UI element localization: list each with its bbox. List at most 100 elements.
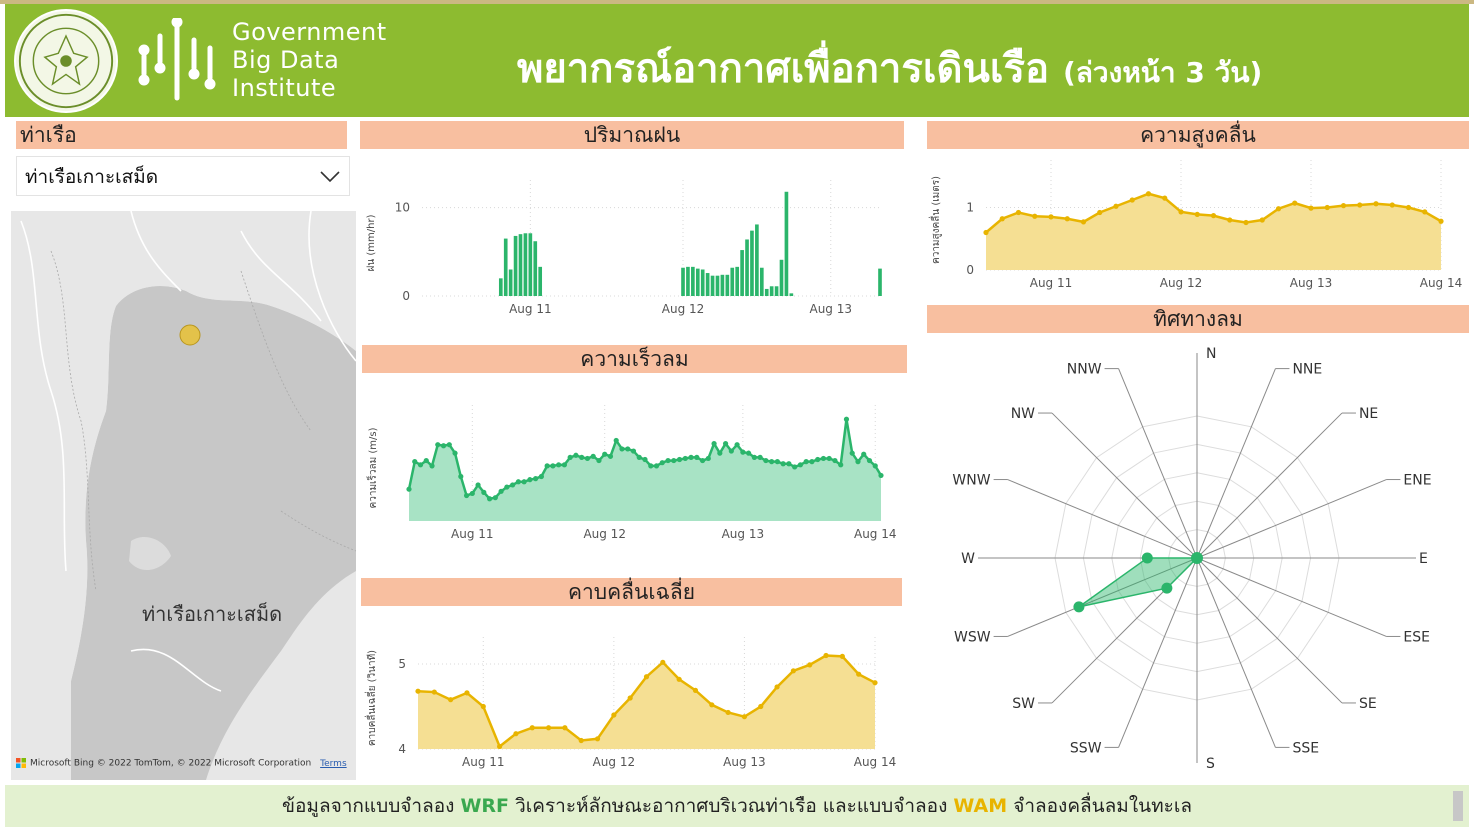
direction-label: WNW bbox=[952, 473, 990, 489]
x-tick-label: Aug 11 bbox=[509, 302, 552, 316]
radar-spoke bbox=[1051, 412, 1198, 559]
data-point bbox=[642, 456, 648, 463]
data-point bbox=[578, 737, 584, 744]
data-point bbox=[676, 456, 683, 463]
data-point bbox=[815, 456, 821, 463]
rain-bar bbox=[498, 278, 503, 296]
radar-spoke bbox=[1196, 368, 1276, 559]
data-point bbox=[613, 437, 619, 444]
port-select-dropdown[interactable]: ท่าเรือเกาะเสม็ด bbox=[16, 156, 350, 196]
data-point bbox=[429, 463, 435, 469]
data-point bbox=[682, 455, 688, 462]
data-point bbox=[619, 446, 625, 452]
y-axis-label: ฝน (mm/hr) bbox=[366, 214, 377, 271]
x-tick-label: Aug 14 bbox=[1420, 276, 1463, 290]
data-point bbox=[751, 454, 757, 460]
rain-bar bbox=[523, 233, 528, 296]
microsoft-logo-icon bbox=[16, 758, 26, 768]
data-point bbox=[1015, 209, 1022, 216]
data-point bbox=[533, 476, 539, 482]
x-tick-label: Aug 11 bbox=[451, 527, 494, 541]
data-point bbox=[529, 725, 535, 731]
data-point bbox=[769, 459, 775, 465]
data-point bbox=[809, 459, 815, 465]
wave-height-chart[interactable]: Aug 11 Aug 12 Aug 13 Aug 14 0 1 ความสูงคลื่น (… bbox=[927, 150, 1469, 300]
data-point bbox=[866, 457, 873, 464]
data-point bbox=[1357, 202, 1363, 208]
map-land-shapes bbox=[11, 211, 356, 780]
data-point bbox=[567, 454, 573, 460]
top-accent-line bbox=[0, 0, 1474, 4]
data-point bbox=[717, 450, 723, 456]
data-point bbox=[665, 457, 671, 464]
data-point bbox=[446, 442, 452, 448]
data-point bbox=[1275, 206, 1282, 212]
data-point bbox=[625, 446, 631, 452]
x-tick-label: Aug 13 bbox=[722, 527, 765, 541]
wind-speed-chart[interactable]: Aug 11 Aug 12 Aug 13 Aug 14 ความเร็วลม (m/s) bbox=[362, 375, 907, 550]
logo-line1: Government bbox=[232, 18, 387, 46]
data-point bbox=[741, 714, 748, 720]
data-point bbox=[481, 489, 487, 495]
y-axis-label: ความเร็วลม (m/s) bbox=[365, 427, 379, 508]
page-title: พยากรณ์อากาศเพื่อการเดินเรือ (ล่วงหน้า 3… bbox=[517, 36, 1262, 100]
page-title-main: พยากรณ์อากาศเพื่อการเดินเรือ bbox=[517, 46, 1050, 92]
rain-bar bbox=[695, 268, 700, 296]
data-point bbox=[838, 462, 844, 468]
data-point bbox=[832, 457, 838, 464]
data-point bbox=[999, 216, 1005, 222]
rain-bar bbox=[784, 191, 789, 296]
data-point bbox=[878, 472, 884, 479]
wind-point bbox=[1073, 601, 1085, 613]
x-tick-label: Aug 12 bbox=[593, 755, 636, 769]
wind-direction-panel-header: ทิศทางลม bbox=[927, 305, 1469, 333]
data-point bbox=[497, 743, 503, 750]
rain-bar bbox=[720, 274, 725, 296]
rain-bar bbox=[686, 266, 690, 296]
rain-bar bbox=[735, 266, 740, 296]
direction-label: NNW bbox=[1067, 362, 1102, 378]
data-point bbox=[458, 473, 464, 480]
y-tick-label: 5 bbox=[398, 657, 406, 671]
data-point bbox=[694, 454, 700, 460]
wave-period-chart[interactable]: Aug 11 Aug 12 Aug 13 Aug 14 4 5 คาบคลื่นเฉลี่ย… bbox=[361, 607, 906, 777]
data-point bbox=[412, 459, 418, 465]
wind-direction-chart[interactable]: N NNE NE ENE E ESE SE SSE S SSW SW WSW W WNW NW NNW bbox=[927, 335, 1469, 780]
gbdi-logo-text: Government Big Data Institute bbox=[232, 18, 387, 102]
map-credit: Microsoft Bing © 2022 TomTom, © 2022 Mic… bbox=[16, 758, 347, 769]
rain-bar bbox=[528, 233, 533, 296]
data-point bbox=[469, 490, 475, 497]
data-point bbox=[1373, 201, 1379, 207]
chevron-down-icon[interactable] bbox=[319, 163, 341, 189]
data-point bbox=[448, 697, 454, 703]
data-point bbox=[504, 484, 510, 490]
data-point bbox=[480, 703, 486, 710]
footer-scrollbar[interactable] bbox=[1453, 791, 1463, 821]
data-point bbox=[734, 442, 740, 448]
data-point bbox=[1389, 202, 1395, 208]
data-point bbox=[1064, 216, 1070, 222]
data-point bbox=[648, 463, 654, 469]
rain-chart[interactable]: Aug 11 Aug 12 Aug 13 0 10 ฝน (mm/hr) bbox=[360, 150, 905, 325]
footer-text-3: จำลองคลื่นลมในทะเล bbox=[1013, 795, 1192, 817]
rain-bar bbox=[745, 239, 749, 296]
direction-label: ENE bbox=[1403, 473, 1431, 489]
x-tick-label: Aug 13 bbox=[1290, 276, 1333, 290]
rain-bar bbox=[789, 293, 794, 296]
data-point bbox=[1194, 211, 1200, 217]
rain-bar bbox=[710, 275, 715, 296]
port-map[interactable] bbox=[11, 211, 356, 780]
area-fill bbox=[418, 655, 875, 749]
map-credit-text: © 2022 TomTom, © 2022 Microsoft Corporat… bbox=[96, 758, 312, 769]
data-point bbox=[431, 689, 437, 695]
data-point bbox=[849, 450, 855, 456]
data-point bbox=[757, 454, 763, 460]
data-point bbox=[699, 457, 706, 464]
rain-bar bbox=[774, 286, 779, 296]
map-terms-link[interactable]: Terms bbox=[320, 758, 347, 769]
data-point bbox=[774, 684, 780, 690]
data-point bbox=[643, 674, 650, 680]
wind-point bbox=[1161, 582, 1173, 594]
direction-label: S bbox=[1206, 756, 1215, 772]
port-location-marker[interactable] bbox=[179, 324, 201, 346]
